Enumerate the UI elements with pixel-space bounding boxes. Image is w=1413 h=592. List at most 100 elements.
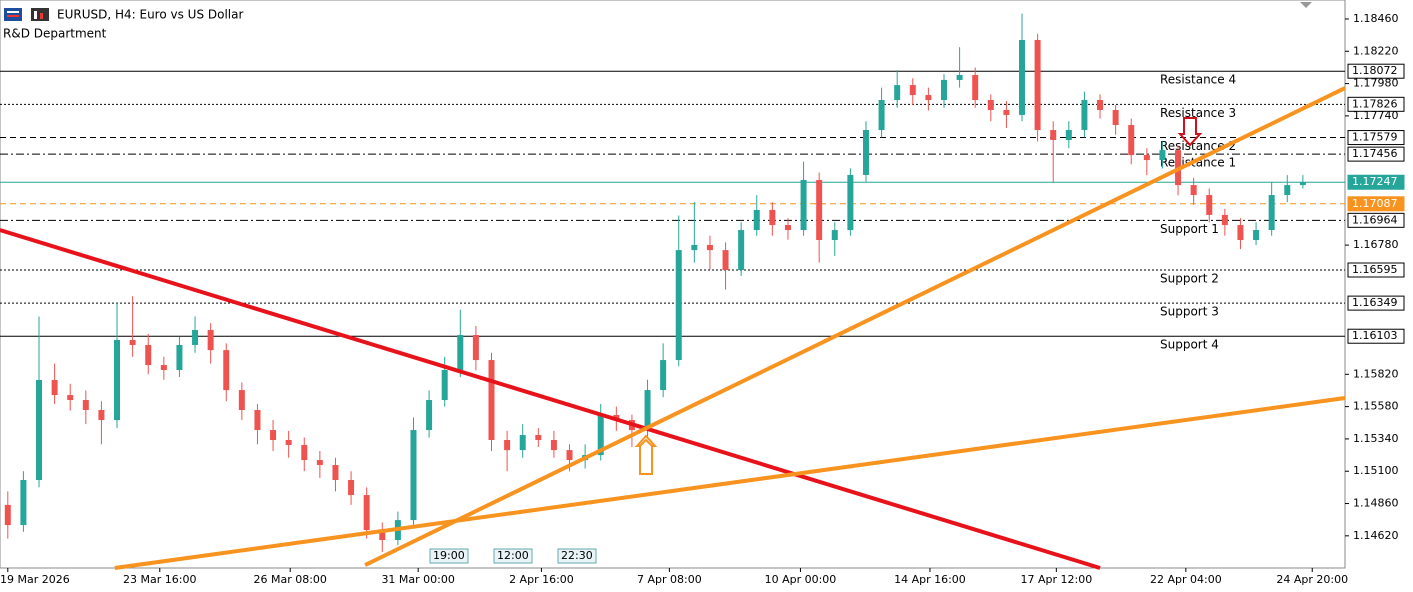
- x-tick-label: 31 Mar 00:00: [381, 573, 454, 586]
- candle-body: [1221, 214, 1228, 226]
- candle-body: [441, 370, 448, 401]
- candle-body: [1143, 155, 1150, 161]
- level-price-box: [1347, 130, 1405, 146]
- candle-body: [956, 74, 963, 80]
- candle-body: [114, 339, 121, 421]
- level-price-box: [1347, 63, 1405, 79]
- candle-body: [1050, 130, 1057, 140]
- candle-body: [238, 390, 245, 410]
- candle-body: [192, 330, 199, 345]
- level-name: Support 1: [1160, 222, 1219, 236]
- level-price-box: [1347, 262, 1405, 278]
- level-price-box: [1347, 174, 1405, 190]
- candle-body: [301, 444, 308, 461]
- candle-body: [1190, 185, 1197, 196]
- candle-body: [488, 360, 495, 440]
- candle-body: [847, 174, 854, 231]
- level-price-label: 1.17579: [1352, 131, 1398, 144]
- candle-body: [909, 85, 916, 96]
- y-tick-label: 1.18460: [1353, 12, 1399, 25]
- candle-body: [4, 504, 11, 526]
- buy-arrow: [634, 434, 658, 475]
- candle-body: [472, 335, 479, 361]
- candle-body: [691, 244, 698, 251]
- candle-body: [20, 479, 27, 526]
- x-tick-label: 22 Apr 04:00: [1150, 573, 1222, 586]
- candle-body: [769, 209, 776, 226]
- candle-body: [644, 390, 651, 431]
- candle-body: [972, 74, 979, 101]
- candle-body: [1299, 182, 1306, 186]
- time-label: 22:30: [561, 549, 593, 562]
- candle-body: [504, 439, 511, 451]
- x-tick-label: 14 Apr 16:00: [894, 573, 966, 586]
- candle-body: [1284, 185, 1291, 196]
- candle-body: [426, 400, 433, 431]
- candle-body: [410, 430, 417, 521]
- x-tick-label: 7 Apr 08:00: [637, 573, 702, 586]
- candle-body: [878, 100, 885, 131]
- candle-body: [379, 530, 386, 541]
- candle-body: [129, 339, 136, 345]
- candle-body: [675, 250, 682, 361]
- level-price-label: 1.17247: [1352, 175, 1398, 188]
- y-tick-label: 1.17980: [1353, 77, 1399, 90]
- level-name: Support 2: [1160, 272, 1219, 286]
- candle-body: [223, 350, 230, 391]
- y-tick-label: 1.14620: [1353, 529, 1399, 542]
- candle-body: [1081, 100, 1088, 131]
- x-tick-label: 2 Apr 16:00: [509, 573, 574, 586]
- x-tick-label: 24 Apr 20:00: [1276, 573, 1348, 586]
- candle-body: [67, 395, 74, 401]
- y-tick-label: 1.15100: [1353, 464, 1399, 477]
- candle-body: [535, 435, 542, 440]
- y-tick-label: 1.14860: [1353, 497, 1399, 510]
- candle-body: [660, 360, 667, 391]
- y-tick-label: 1.18220: [1353, 44, 1399, 57]
- time-label: 12:00: [497, 549, 529, 562]
- candle-body: [1206, 195, 1213, 215]
- x-tick-label: 10 Apr 00:00: [765, 573, 837, 586]
- candle-body: [82, 400, 89, 410]
- level-price-label: 1.17456: [1352, 147, 1398, 160]
- level-price-label: 1.17087: [1352, 197, 1398, 210]
- x-tick-label: 26 Mar 08:00: [253, 573, 326, 586]
- candle-body: [831, 230, 838, 240]
- level-price-box: [1347, 328, 1405, 344]
- candle-body: [363, 495, 370, 531]
- candle-body: [98, 409, 105, 421]
- level-price-label: 1.18072: [1352, 64, 1398, 77]
- candle-body: [254, 409, 261, 431]
- candle-body: [316, 460, 323, 466]
- level-price-box: [1347, 212, 1405, 228]
- candle-body: [566, 450, 573, 461]
- candle-body: [1065, 130, 1072, 140]
- level-name: Support 3: [1160, 305, 1219, 319]
- x-tick-label: 17 Apr 12:00: [1020, 573, 1092, 586]
- candle-body: [36, 379, 43, 480]
- y-tick-label: 1.15580: [1353, 400, 1399, 413]
- candle-body: [816, 179, 823, 240]
- candle-body: [176, 344, 183, 371]
- candle-body: [738, 230, 745, 271]
- candle-body: [706, 244, 713, 251]
- time-label-box: [429, 548, 469, 564]
- chart-title: EURUSD, H4: Euro vs US Dollar: [57, 8, 243, 22]
- trendline: [364, 86, 1346, 567]
- y-tick-label: 1.17740: [1353, 109, 1399, 122]
- candle-body: [1019, 39, 1026, 115]
- candle-body: [348, 479, 355, 496]
- candle-body: [160, 365, 167, 371]
- scroll-marker: [1300, 2, 1312, 8]
- chart-subtitle: R&D Department: [3, 27, 107, 41]
- candle-body: [285, 439, 292, 445]
- candle-body: [597, 414, 604, 456]
- x-tick-label: 19 Mar 2026: [0, 573, 70, 586]
- candle-body: [1112, 109, 1119, 126]
- candle-body: [550, 439, 557, 451]
- level-name: Resistance 3: [1160, 106, 1236, 120]
- level-name: Support 4: [1160, 338, 1219, 352]
- candle-body: [1253, 230, 1260, 240]
- candle-body: [1268, 195, 1275, 231]
